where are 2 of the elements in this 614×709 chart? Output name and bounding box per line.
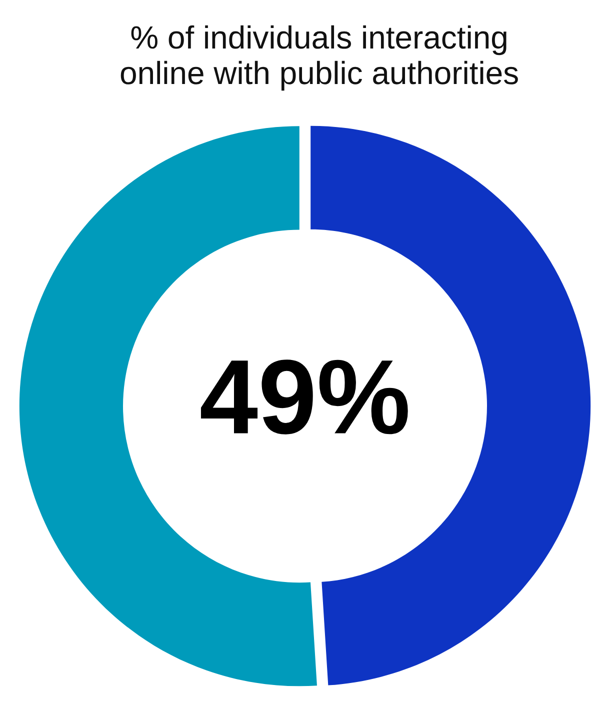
text: 49% <box>200 360 408 434</box>
chart-title: % of individuals interacting online with public authorities <box>120 25 518 91</box>
